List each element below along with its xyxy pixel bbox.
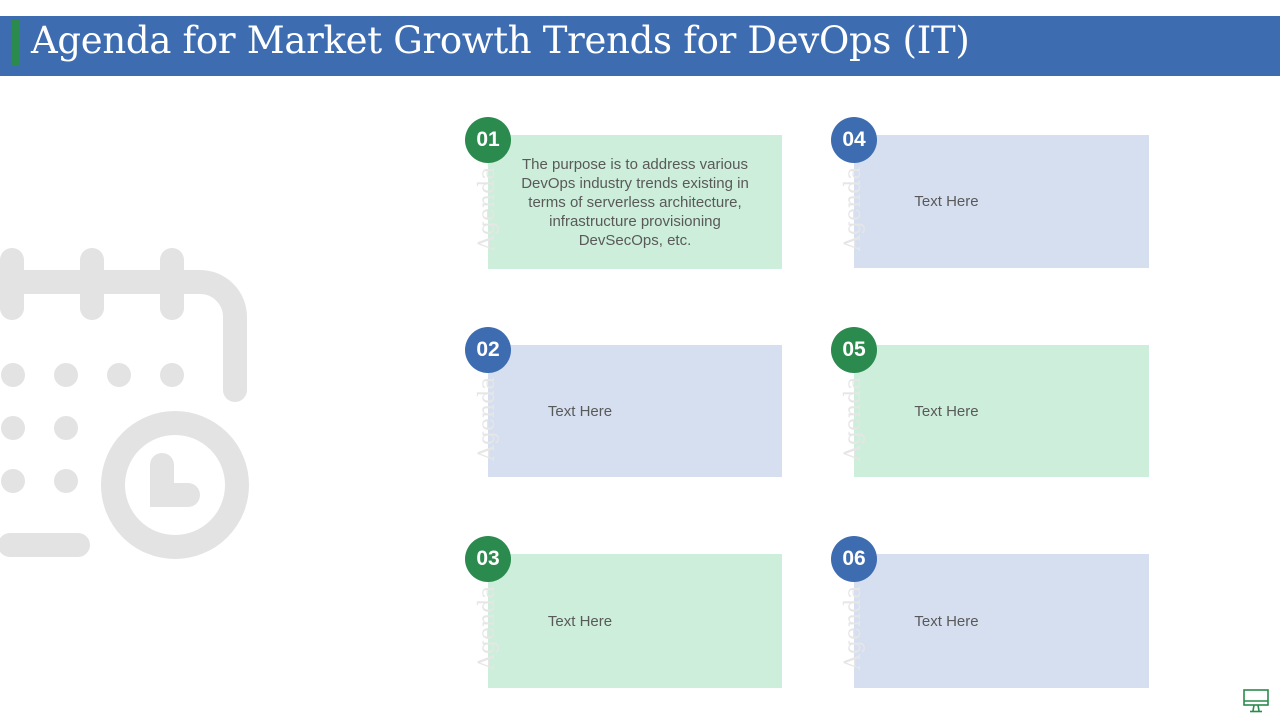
title-accent [11, 20, 20, 66]
agenda-card-box: Text Here [488, 554, 782, 688]
agenda-text: Text Here [547, 612, 613, 630]
agenda-card-box: Text Here [854, 554, 1149, 688]
agenda-card-06: Text Here 06 Agenda [831, 536, 1149, 688]
agenda-vertical-label: Agenda [475, 376, 500, 461]
agenda-card-box: Text Here [854, 135, 1149, 268]
agenda-card-01: The purpose is to address various DevOps… [465, 117, 782, 269]
agenda-number-badge: 02 [465, 327, 511, 373]
agenda-number-badge: 04 [831, 117, 877, 163]
agenda-text: Text Here [914, 402, 979, 420]
agenda-number-badge: 01 [465, 117, 511, 163]
agenda-card-box: Text Here [488, 345, 782, 477]
title-bar: Agenda for Market Growth Trends for DevO… [0, 16, 1280, 76]
agenda-card-02: Text Here 02 Agenda [465, 327, 782, 477]
agenda-text: Text Here [914, 612, 979, 630]
agenda-vertical-label: Agenda [841, 585, 866, 670]
agenda-vertical-label: Agenda [475, 585, 500, 670]
agenda-text: Text Here [547, 402, 613, 420]
agenda-number-badge: 05 [831, 327, 877, 373]
agenda-card-03: Text Here 03 Agenda [465, 536, 782, 688]
agenda-number-badge: 06 [831, 536, 877, 582]
agenda-vertical-label: Agenda [475, 166, 500, 251]
monitor-icon[interactable] [1242, 688, 1270, 714]
agenda-card-box: Text Here [854, 345, 1149, 477]
agenda-card-05: Text Here 05 Agenda [831, 327, 1149, 477]
agenda-text: Text Here [914, 193, 979, 210]
calendar-clock-icon [0, 248, 249, 559]
agenda-vertical-label: Agenda [841, 166, 866, 251]
agenda-text: The purpose is to address various DevOps… [521, 155, 749, 249]
page-title: Agenda for Market Growth Trends for DevO… [31, 19, 970, 62]
agenda-number-badge: 03 [465, 536, 511, 582]
agenda-card-box: The purpose is to address various DevOps… [488, 135, 782, 269]
agenda-vertical-label: Agenda [841, 376, 866, 461]
agenda-card-04: Text Here 04 Agenda [831, 117, 1149, 268]
